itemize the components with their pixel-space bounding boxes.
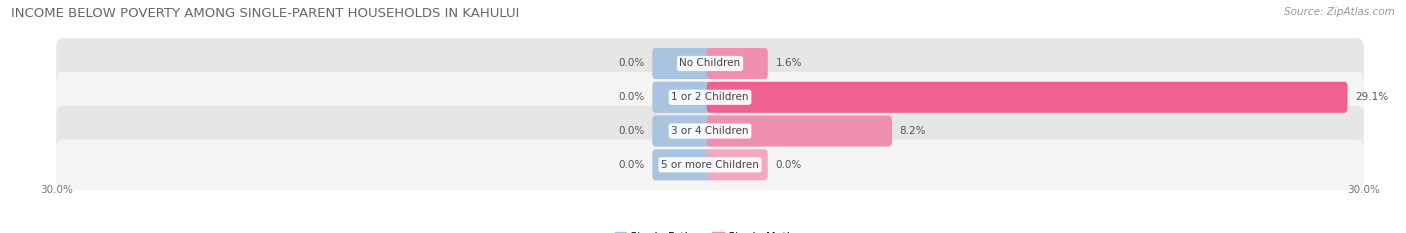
FancyBboxPatch shape <box>652 82 713 113</box>
FancyBboxPatch shape <box>707 116 891 147</box>
Text: 8.2%: 8.2% <box>900 126 927 136</box>
FancyBboxPatch shape <box>652 149 713 180</box>
Text: 1.6%: 1.6% <box>776 58 801 69</box>
Text: 0.0%: 0.0% <box>619 126 644 136</box>
FancyBboxPatch shape <box>707 48 768 79</box>
FancyBboxPatch shape <box>56 38 1364 89</box>
FancyBboxPatch shape <box>56 140 1364 190</box>
FancyBboxPatch shape <box>56 106 1364 156</box>
Text: 1 or 2 Children: 1 or 2 Children <box>671 92 749 102</box>
Text: 0.0%: 0.0% <box>619 92 644 102</box>
FancyBboxPatch shape <box>652 116 713 147</box>
Text: 3 or 4 Children: 3 or 4 Children <box>671 126 749 136</box>
Text: No Children: No Children <box>679 58 741 69</box>
FancyBboxPatch shape <box>56 72 1364 123</box>
Text: 0.0%: 0.0% <box>776 160 801 170</box>
Text: 29.1%: 29.1% <box>1355 92 1388 102</box>
Text: 0.0%: 0.0% <box>619 58 644 69</box>
Text: 0.0%: 0.0% <box>619 160 644 170</box>
Text: 5 or more Children: 5 or more Children <box>661 160 759 170</box>
Legend: Single Father, Single Mother: Single Father, Single Mother <box>610 227 810 233</box>
Text: INCOME BELOW POVERTY AMONG SINGLE-PARENT HOUSEHOLDS IN KAHULUI: INCOME BELOW POVERTY AMONG SINGLE-PARENT… <box>11 7 520 20</box>
Text: Source: ZipAtlas.com: Source: ZipAtlas.com <box>1284 7 1395 17</box>
FancyBboxPatch shape <box>707 149 768 180</box>
FancyBboxPatch shape <box>707 82 1347 113</box>
FancyBboxPatch shape <box>652 48 713 79</box>
